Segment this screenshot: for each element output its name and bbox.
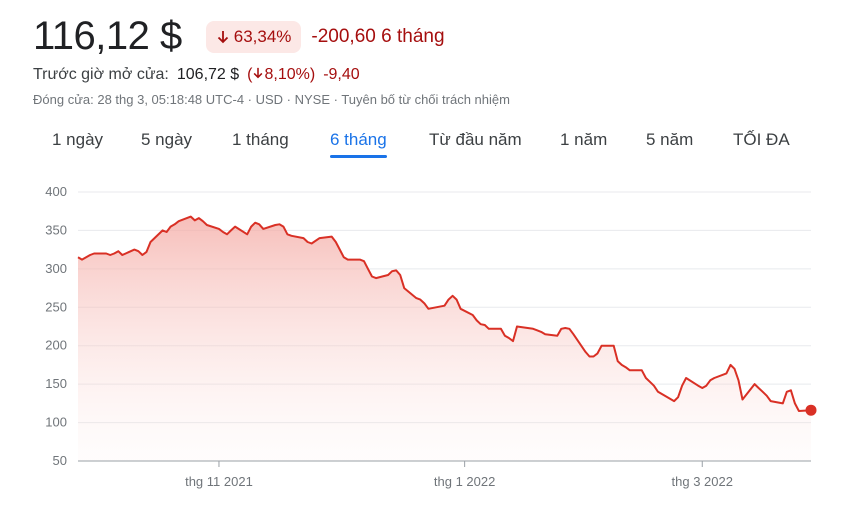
tab-ytd[interactable]: Từ đầu năm [429, 130, 522, 149]
price-header: 116,12 $ 63,34% -200,60 6 tháng [33, 14, 445, 59]
tab-1-month[interactable]: 1 tháng [232, 130, 289, 149]
x-tick-label: thg 1 2022 [434, 474, 495, 489]
change-percent: 63,34% [233, 26, 292, 46]
premarket-row: Trước giờ mở cửa: 106,72 $ (8,10%) -9,40 [33, 66, 360, 84]
y-tick-label: 300 [45, 261, 67, 276]
x-tick-label: thg 3 2022 [672, 474, 733, 489]
change-percent-badge: 63,34% [205, 20, 302, 53]
tab-1-year[interactable]: 1 năm [560, 130, 608, 149]
price-line [77, 215, 812, 412]
change-absolute-row: -200,60 6 tháng [311, 26, 444, 48]
x-tick-label: thg 11 2021 [185, 474, 253, 489]
premarket-label: Trước giờ mở cửa: [33, 66, 169, 83]
last-price-marker [805, 404, 817, 416]
tab-max[interactable]: TỐI ĐA [733, 130, 790, 149]
change-absolute: -200,60 [311, 25, 376, 47]
y-tick-label: 150 [45, 376, 67, 391]
y-tick-label: 250 [45, 299, 67, 314]
tab-5-years[interactable]: 5 năm [646, 130, 694, 149]
tab-6-months[interactable]: 6 tháng [330, 130, 387, 158]
premarket-price: 106,72 $ [176, 66, 240, 83]
premarket-open-paren: ( [247, 66, 253, 83]
tab-5-days[interactable]: 5 ngày [141, 130, 193, 149]
change-period: 6 tháng [381, 25, 445, 47]
y-axis-labels: 400 350 300 250 200 150 100 50 [45, 184, 67, 468]
y-tick-label: 100 [45, 415, 67, 430]
y-tick-label: 350 [45, 222, 67, 237]
y-tick-label: 200 [45, 338, 67, 353]
premarket-percent: (8,10%) [247, 66, 315, 84]
tab-1-day[interactable]: 1 ngày [52, 130, 104, 149]
arrow-down-icon [217, 30, 228, 43]
y-tick-label: 50 [53, 453, 67, 468]
range-tabs: 1 ngày 5 ngày 1 tháng 6 tháng Từ đầu năm… [35, 130, 835, 160]
premarket-change: -9,40 [323, 66, 360, 83]
arrow-down-icon [254, 67, 263, 79]
y-tick-label: 400 [45, 184, 67, 199]
price-area-fill [78, 216, 811, 461]
close-info: Đóng cửa: 28 thg 3, 05:18:48 UTC-4 · USD… [33, 92, 510, 107]
x-axis-labels: thg 11 2021 thg 1 2022 thg 3 2022 [185, 461, 733, 489]
premarket-percent-value: 8,10%) [264, 66, 316, 83]
current-price: 116,12 $ [33, 14, 182, 58]
